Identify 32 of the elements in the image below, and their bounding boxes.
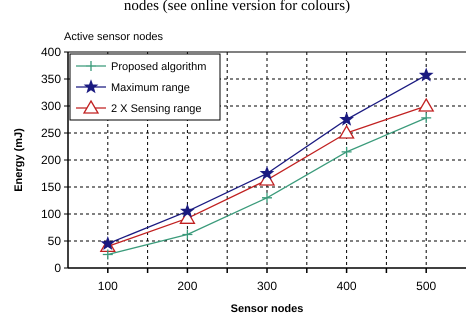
x-tick-label: 100: [98, 279, 118, 293]
x-tick-label: 300: [256, 279, 278, 293]
point: [418, 98, 434, 112]
x-tick-label: 400: [336, 279, 357, 293]
legend-label: Proposed algorithm: [111, 60, 206, 73]
point: [338, 125, 354, 139]
point: [420, 68, 433, 81]
point: [101, 237, 114, 250]
y-tick-label: 200: [40, 153, 62, 168]
chart-title: Active sensor nodes: [64, 31, 164, 43]
y-axis-title: Energy (mJ): [13, 128, 25, 192]
legend-label: 2 X Sensing range: [111, 102, 202, 115]
x-axis-title: Sensor nodes: [230, 303, 304, 315]
y-tick-label: 50: [48, 234, 62, 248]
point: [102, 248, 114, 260]
point: [340, 112, 353, 125]
point: [181, 204, 194, 217]
point: [340, 146, 352, 158]
point: [260, 166, 274, 179]
x-tick-label: 200: [177, 279, 198, 293]
y-tick-label: 100: [40, 207, 62, 222]
y-tick-label: 0: [54, 261, 62, 276]
y-tick-label: 250: [40, 126, 62, 140]
legend-label: Maximum range: [111, 82, 190, 94]
x-tick-label: 500: [416, 279, 437, 293]
point: [261, 192, 273, 204]
y-tick-label: 150: [40, 180, 62, 194]
y-tick-label: 350: [40, 72, 62, 86]
y-tick-label: 400: [40, 45, 62, 60]
y-tick-label: 300: [40, 99, 62, 114]
point: [182, 228, 194, 240]
point: [420, 112, 432, 124]
